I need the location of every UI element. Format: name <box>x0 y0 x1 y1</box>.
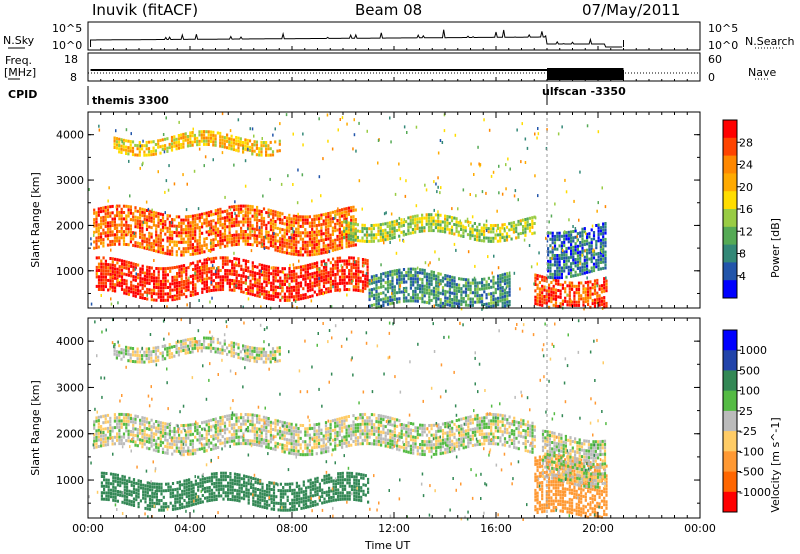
colorbar-segment-0 <box>723 330 737 351</box>
colorbar-tick-label-6: -500 <box>739 466 764 479</box>
y-tick-label-2: 2000 <box>56 428 84 441</box>
nave-label: Nave <box>748 66 777 79</box>
colorbar-tick-label-0: 1000 <box>739 344 767 357</box>
colorbar-frame <box>722 329 738 513</box>
x-tick-label-4: 16:00 <box>480 522 512 535</box>
colorbar-tick-label-5: 8 <box>739 248 746 261</box>
freq-tick-high: 18 <box>64 53 78 66</box>
nsearch-tick-low: 10^0 <box>708 39 739 52</box>
nave-tick-low: 0 <box>708 71 715 84</box>
colorbar-segment-8 <box>723 491 737 513</box>
colorbar-tick-label-2: 100 <box>739 385 760 398</box>
nsky-tick-low: 10^0 <box>52 39 83 52</box>
colorbar-segment-6 <box>723 226 737 246</box>
colorbar-segment-3 <box>723 390 737 412</box>
cpid-mode-1: themis 3300 <box>92 94 169 107</box>
data-band-2 <box>113 336 281 364</box>
nsearch-tick-high: 10^5 <box>708 22 739 35</box>
colorbar-segment-9 <box>723 280 737 299</box>
nsky-label: N.Sky <box>3 34 35 47</box>
colorbar-segment-6 <box>723 451 737 472</box>
date-title: 07/May/2011 <box>582 1 681 19</box>
data-band-1 <box>100 471 370 512</box>
y-tick-label-1: 3000 <box>56 174 84 187</box>
x-tick-label-6: 00:00 <box>684 522 716 535</box>
colorbar-tick-label-0: 28 <box>739 136 753 149</box>
colorbar-tick-label-4: -25 <box>739 425 757 438</box>
x-tick-label-3: 12:00 <box>378 522 410 535</box>
freq-tick-low: 8 <box>70 71 77 84</box>
colorbar-tick-label-6: 4 <box>739 270 746 283</box>
colorbar-tick-label-5: -100 <box>739 445 764 458</box>
x-tick-label-2: 08:00 <box>276 522 308 535</box>
colorbar-segment-1 <box>723 137 737 157</box>
colorbar-tick-label-2: 20 <box>739 181 753 194</box>
data-band-2 <box>113 130 281 157</box>
y-tick-label-1: 3000 <box>56 381 84 394</box>
colorbar-segment-2 <box>723 155 737 174</box>
y-tick-label-0: 4000 <box>56 129 84 142</box>
colorbar-tick-label-3: 16 <box>739 203 753 216</box>
colorbar-tick-label-1: 24 <box>739 159 753 172</box>
beam-title: Beam 08 <box>355 1 423 19</box>
y-tick-label-0: 4000 <box>56 335 84 348</box>
colorbar-segment-2 <box>723 370 737 392</box>
y-tick-label-3: 1000 <box>56 474 84 487</box>
power-plot-area <box>88 112 608 311</box>
station-title: Inuvik (fitACF) <box>92 1 199 19</box>
colorbar-segment-4 <box>723 410 737 432</box>
colorbar-segment-1 <box>723 350 737 371</box>
colorbar-segment-5 <box>723 209 737 228</box>
colorbar-tick-label-7: -1000 <box>739 486 771 499</box>
x-tick-label-0: 00:00 <box>72 522 104 535</box>
colorbar-segment-5 <box>723 431 737 452</box>
data-band-3 <box>343 213 536 243</box>
cpid-label: CPID <box>8 88 38 101</box>
y-tick-label-3: 1000 <box>56 265 84 278</box>
nsearch-label: N.Search <box>745 35 795 48</box>
x-tick-label-5: 20:00 <box>582 522 614 535</box>
nsky-panel-frame <box>87 21 701 51</box>
colorbar-segment-8 <box>723 262 737 281</box>
colorbar-segment-4 <box>723 191 737 210</box>
colorbar-tick-label-4: 12 <box>739 225 753 238</box>
scatter-points <box>88 112 607 311</box>
nave-block <box>547 68 624 80</box>
nsky-trace <box>89 29 623 48</box>
data-band-0 <box>93 204 357 257</box>
data-band-4 <box>368 267 511 309</box>
cpid-mode-2: ulfscan -3350 <box>542 85 626 98</box>
colorbar-tick-label-1: 500 <box>739 364 760 377</box>
x-axis-label: Time UT <box>365 539 411 552</box>
colorbar-tick-label-3: 25 <box>739 405 753 418</box>
freq-label: Freq. <box>5 54 33 67</box>
data-band-0 <box>93 412 536 457</box>
colorbar-segment-0 <box>723 120 737 139</box>
nsky-tick-high: 10^5 <box>52 22 83 35</box>
nave-tick-high: 60 <box>708 53 722 66</box>
x-tick-label-1: 04:00 <box>174 522 206 535</box>
data-band-6 <box>547 222 607 280</box>
velocity-plot-area <box>88 318 608 521</box>
colorbar-segment-7 <box>723 471 737 493</box>
y-tick-label-2: 2000 <box>56 219 84 232</box>
mhz-label: [MHz] <box>4 66 37 79</box>
data-band-5 <box>534 273 608 309</box>
colorbar-segment-7 <box>723 244 737 263</box>
data-band-1 <box>95 256 369 302</box>
colorbar-segment-3 <box>723 173 737 192</box>
